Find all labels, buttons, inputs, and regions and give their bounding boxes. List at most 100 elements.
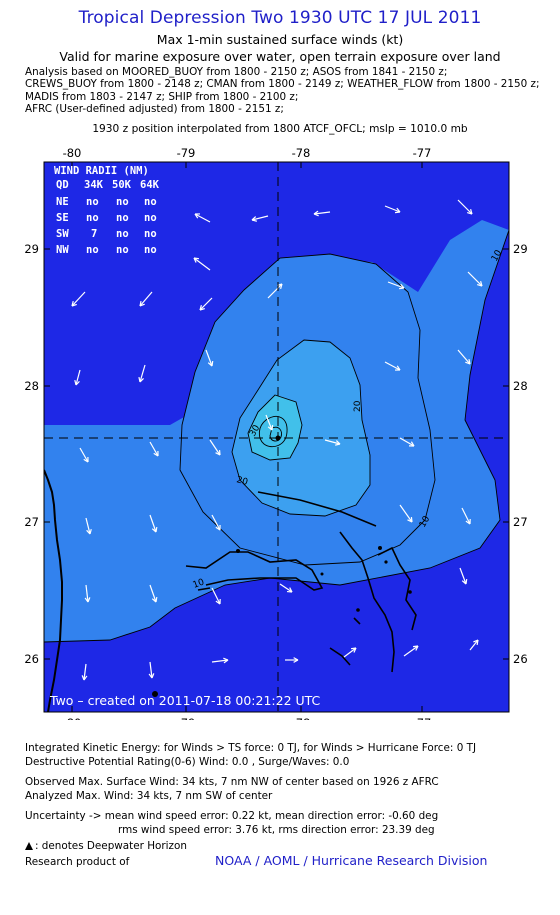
- wind-vector-head: [207, 362, 213, 367]
- analysis-sources: Analysis based on MOORED_BUOY from 1800 …: [25, 66, 540, 116]
- wind-vector-head: [215, 600, 221, 605]
- wind-vector-head: [470, 209, 473, 215]
- wind-radii-header: 64K: [140, 179, 160, 191]
- wind-vector-head: [465, 578, 468, 585]
- coastline-florida: [44, 469, 63, 712]
- lat-label: 29: [513, 242, 528, 256]
- wind-vector: [149, 441, 159, 457]
- wind-map: -80 -79 -78 -77 -80 -79 -78 -77 29 28 27…: [24, 146, 528, 720]
- wind-vector-head: [211, 360, 214, 367]
- wind-vector: [265, 414, 273, 431]
- wind-radii-title: WIND RADII (NM): [54, 165, 149, 177]
- wind-radii-cell: no: [86, 244, 99, 256]
- wind-vector: [313, 211, 331, 215]
- wind-vector-head: [84, 597, 89, 603]
- wind-vector: [469, 639, 479, 651]
- research-label: Research product of: [25, 856, 130, 868]
- wind-vector: [149, 661, 153, 679]
- wind-vector: [149, 514, 157, 533]
- wind-vector: [399, 504, 413, 523]
- lat-label: 27: [24, 515, 39, 529]
- wind-vector: [139, 291, 153, 307]
- wind-vector: [403, 645, 419, 657]
- dpr-line: Destructive Potential Rating(0-6) Wind: …: [25, 756, 350, 768]
- wind-vector-head: [480, 281, 483, 287]
- wind-radii-cell: no: [116, 244, 129, 256]
- uncertainty-line-1: Uncertainty -> mean wind speed error: 0.…: [25, 810, 439, 822]
- deepwater-text: : denotes Deepwater Horizon: [35, 840, 187, 852]
- wind-vector-head: [465, 361, 471, 365]
- lat-labels-right: 29 28 27 26: [513, 242, 528, 666]
- contour-inner: [258, 416, 288, 448]
- lon-label: -77: [413, 146, 432, 160]
- deepwater-icon: [25, 842, 33, 850]
- wind-radii-cell: no: [144, 196, 157, 208]
- wind-vector: [79, 447, 89, 463]
- wind-vector-head: [194, 213, 199, 219]
- wind-vector: [467, 271, 483, 287]
- wind-vector: [343, 647, 357, 658]
- wind-vector-head: [215, 526, 221, 531]
- wind-radii-table: WIND RADII (NM) QD 34K 50K 64K NE no no …: [54, 165, 160, 256]
- wind-vector-head: [335, 440, 341, 445]
- wind-vector-head: [473, 639, 479, 643]
- lon-label: -78: [292, 146, 311, 160]
- lat-label: 26: [513, 652, 528, 666]
- wind-vector-head: [148, 673, 153, 679]
- wind-vector: [387, 281, 405, 289]
- wind-vector-head: [71, 303, 77, 307]
- lon-labels-top: -80 -79 -78 -77: [63, 146, 432, 160]
- wind-vector: [211, 514, 221, 531]
- wind-vector-head: [81, 675, 85, 681]
- wind-vector-head: [151, 528, 157, 533]
- wind-vector-head: [155, 526, 158, 533]
- wind-vector: [85, 584, 89, 603]
- position-note: 1930 z position interpolated from 1800 A…: [92, 123, 468, 135]
- wind-vector: [457, 349, 471, 365]
- wind-vector-head: [251, 216, 257, 221]
- wind-vector-head: [139, 378, 144, 383]
- wind-vector-head: [271, 424, 274, 431]
- analysis-line: Analysis based on MOORED_BUOY from 1800 …: [25, 66, 448, 78]
- wind-vector-head: [86, 529, 91, 535]
- wind-vector-head: [476, 639, 479, 646]
- wind-vector: [251, 215, 269, 221]
- wind-vector: [85, 517, 91, 535]
- noaa-link[interactable]: NOAA / AOML / Hurricane Research Divisio…: [215, 853, 488, 868]
- wind-radii-cell: SW: [56, 228, 69, 240]
- ike-line: Integrated Kinetic Energy: for Winds > T…: [25, 742, 477, 754]
- contour-label: 20: [353, 400, 363, 412]
- wind-vector: [83, 663, 87, 681]
- wind-vector-head: [155, 596, 158, 603]
- lon-label: -78: [292, 716, 311, 720]
- wind-vector: [457, 199, 473, 215]
- contour-label: 10: [192, 577, 206, 590]
- wind-vector: [139, 364, 146, 383]
- wind-vector-head: [467, 212, 473, 215]
- wind-vector-head: [193, 257, 197, 263]
- wind-radii-cell: NE: [56, 196, 69, 208]
- wind-vector: [211, 587, 221, 605]
- wind-vector-head: [396, 207, 401, 213]
- lon-label: -80: [63, 146, 82, 160]
- wind-radii-header: QD: [56, 179, 69, 191]
- wind-vector: [194, 213, 211, 223]
- wind-vector-head: [412, 645, 419, 648]
- wind-vector: [399, 437, 415, 447]
- map-subtitle: Max 1-min sustained surface winds (kt): [156, 32, 404, 47]
- contour-lines: [44, 229, 509, 643]
- wind-radii-header: 50K: [112, 179, 132, 191]
- wind-vector-head: [83, 458, 89, 463]
- wind-vector-head: [151, 673, 155, 679]
- wind-radii-cell: no: [144, 244, 157, 256]
- wind-vector: [193, 257, 211, 271]
- lat-label: 28: [24, 379, 39, 393]
- wind-vector-head: [477, 284, 483, 287]
- wind-vector-head: [465, 520, 471, 525]
- lat-label: 26: [24, 652, 39, 666]
- lon-label: -79: [177, 716, 196, 720]
- wind-vector: [209, 439, 221, 456]
- lon-labels-bottom: -80 -79 -78 -77: [63, 716, 432, 720]
- island-dots: [152, 546, 412, 697]
- wind-vector-head: [83, 675, 88, 681]
